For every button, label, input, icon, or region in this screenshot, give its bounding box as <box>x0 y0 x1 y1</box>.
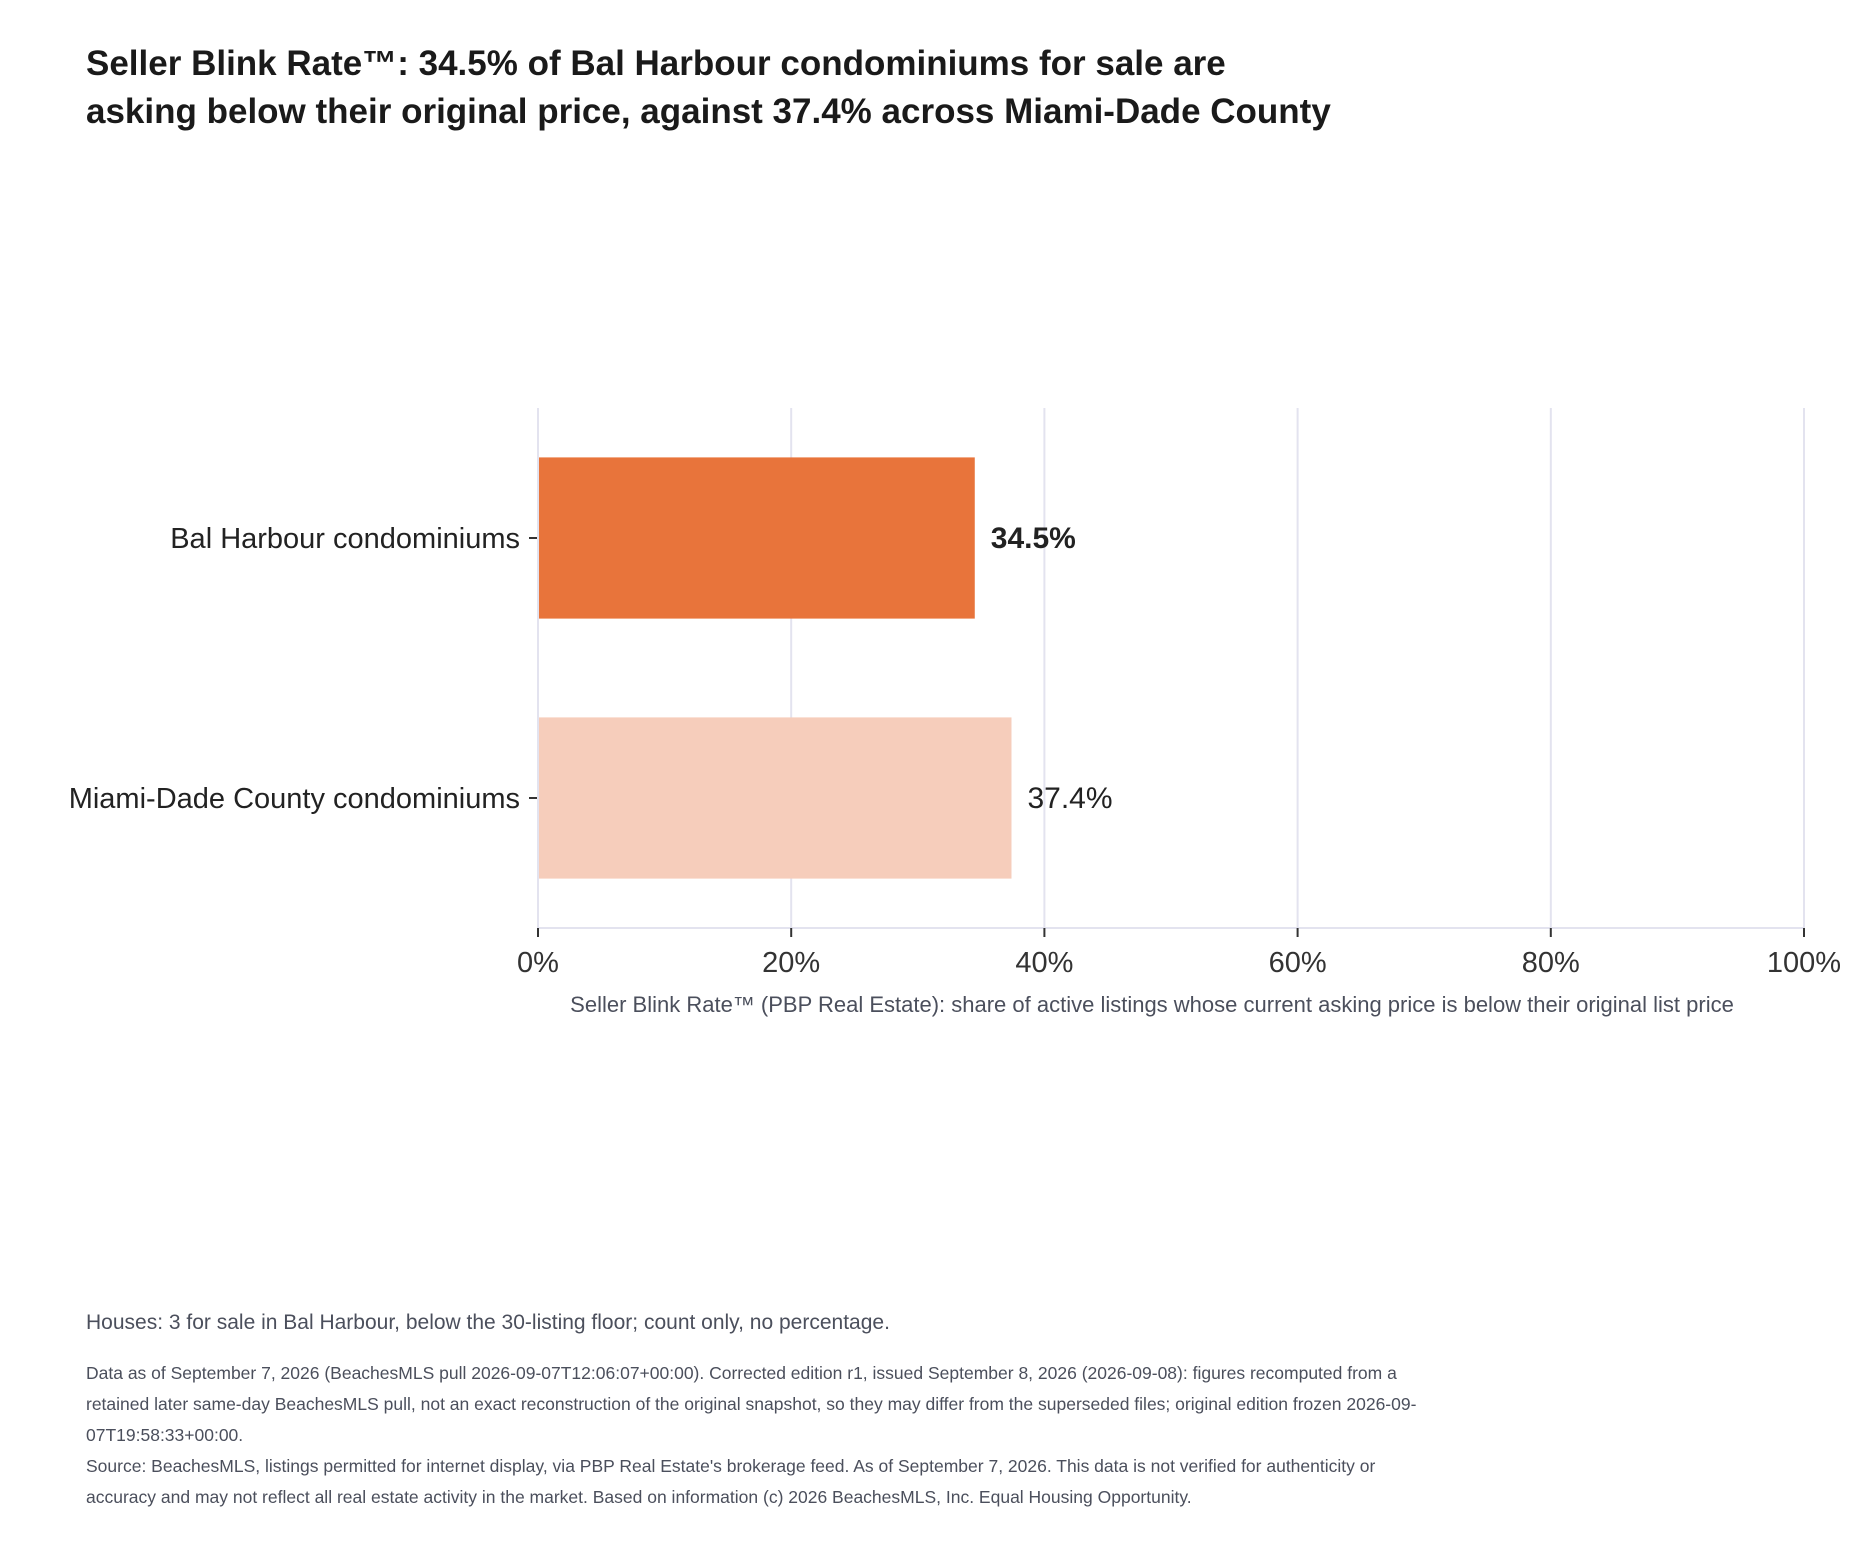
value-label-0: 34.5% <box>991 522 1076 555</box>
chart-area: 34.5% 37.4% Bal Harbour condominiums Miami… <box>69 408 1841 1017</box>
value-label-1: 37.4% <box>1027 782 1112 815</box>
axes: Bal Harbour condominiums Miami-Dade Count… <box>69 408 1841 979</box>
houses-note: Houses: 3 for sale in Bal Harbour, below… <box>86 1311 890 1334</box>
x-tick-label-1: 20% <box>762 947 820 979</box>
x-tick-label-4: 80% <box>1522 947 1580 979</box>
x-tick-label-5: 100% <box>1767 947 1841 979</box>
bars: 34.5% 37.4% <box>538 457 1113 879</box>
footer: Data as of September 7, 2026 (BeachesMLS… <box>86 1358 1446 1513</box>
source-note: Source: BeachesMLS, listings permitted f… <box>86 1456 1376 1507</box>
x-axis-title: Seller Blink Rate™ (PBP Real Estate): sh… <box>570 992 1734 1017</box>
x-tick-label-0: 0% <box>517 947 559 979</box>
chart-title: Seller Blink Rate™: 34.5% of Bal Harbour… <box>86 44 1331 131</box>
y-tick-label-1: Miami-Dade County condominiums <box>69 783 520 815</box>
data-note: Data as of September 7, 2026 (BeachesMLS… <box>86 1363 1417 1445</box>
y-tick-label-0: Bal Harbour condominiums <box>170 523 520 555</box>
bar-1 <box>538 717 1012 879</box>
x-tick-label-3: 60% <box>1269 947 1327 979</box>
bar-0 <box>538 457 975 619</box>
x-tick-label-2: 40% <box>1015 947 1073 979</box>
